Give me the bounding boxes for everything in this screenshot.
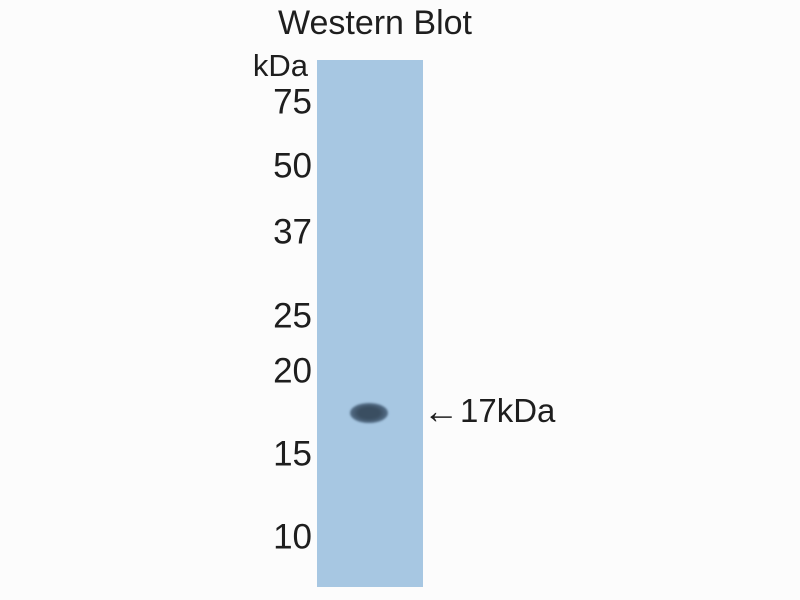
ladder-marker-75: 75 — [273, 82, 312, 122]
left-arrow-icon: ← — [423, 390, 459, 431]
figure-title: Western Blot — [277, 4, 473, 42]
protein-band — [350, 403, 388, 423]
ladder-marker-37: 37 — [273, 212, 312, 252]
ladder-marker-25: 25 — [273, 296, 312, 336]
ladder-marker-10: 10 — [273, 517, 312, 557]
band-annotation: ← 17kDa — [423, 392, 555, 430]
ladder-marker-20: 20 — [273, 351, 312, 391]
kda-unit-label: kDa — [252, 48, 308, 83]
ladder-marker-15: 15 — [273, 434, 312, 474]
blot-lane — [317, 60, 423, 587]
ladder-marker-50: 50 — [273, 146, 312, 186]
band-weight-label: 17kDa — [460, 392, 556, 429]
